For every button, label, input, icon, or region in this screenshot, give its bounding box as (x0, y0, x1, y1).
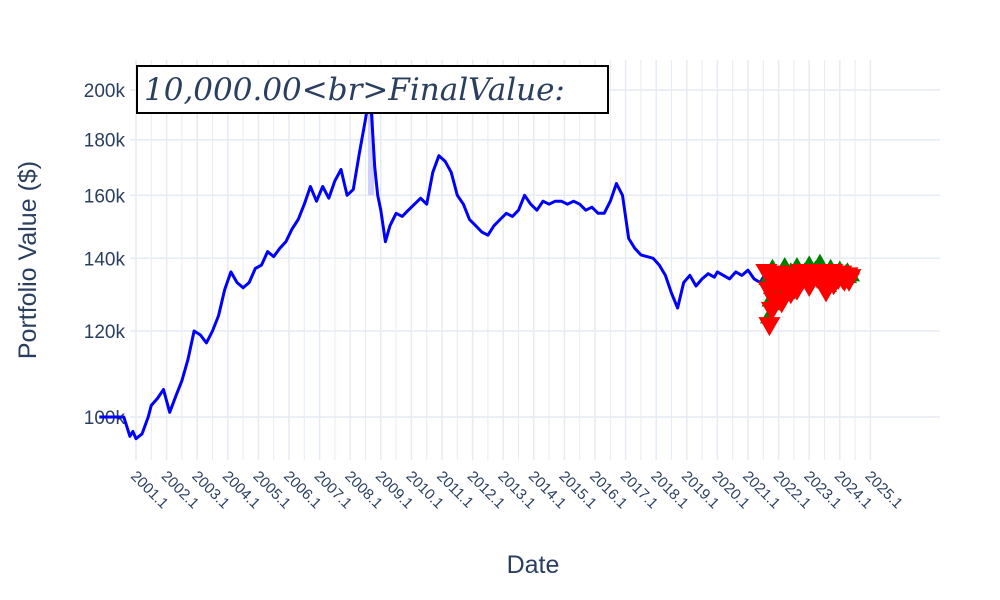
annotation-box: 10,000.00<br>FinalValue: (136, 65, 609, 114)
sell-marker (758, 317, 781, 337)
sell-marker (798, 278, 821, 298)
y-tick-label: 180k (84, 131, 126, 152)
sell-marker (760, 301, 783, 321)
y-tick-label: 140k (84, 249, 126, 270)
portfolio-line (99, 88, 829, 441)
y-tick-label: 200k (84, 81, 126, 102)
sell-marker (770, 294, 793, 314)
marker-layer (755, 253, 862, 337)
highlight-layer (367, 100, 375, 196)
annotation-border (136, 65, 609, 114)
y-axis-title: Portfolio Value ($) (14, 161, 42, 359)
annotation-text: 10,000.00<br>FinalValue: (144, 72, 565, 108)
peak-highlight (367, 100, 375, 196)
y-tick-label: 160k (84, 186, 126, 207)
x-axis-title: Date (507, 551, 560, 579)
sell-marker (837, 272, 860, 292)
y-tick-label: 120k (84, 322, 126, 343)
series-layer (99, 88, 829, 441)
sell-marker (785, 281, 808, 301)
sell-marker (813, 270, 836, 290)
